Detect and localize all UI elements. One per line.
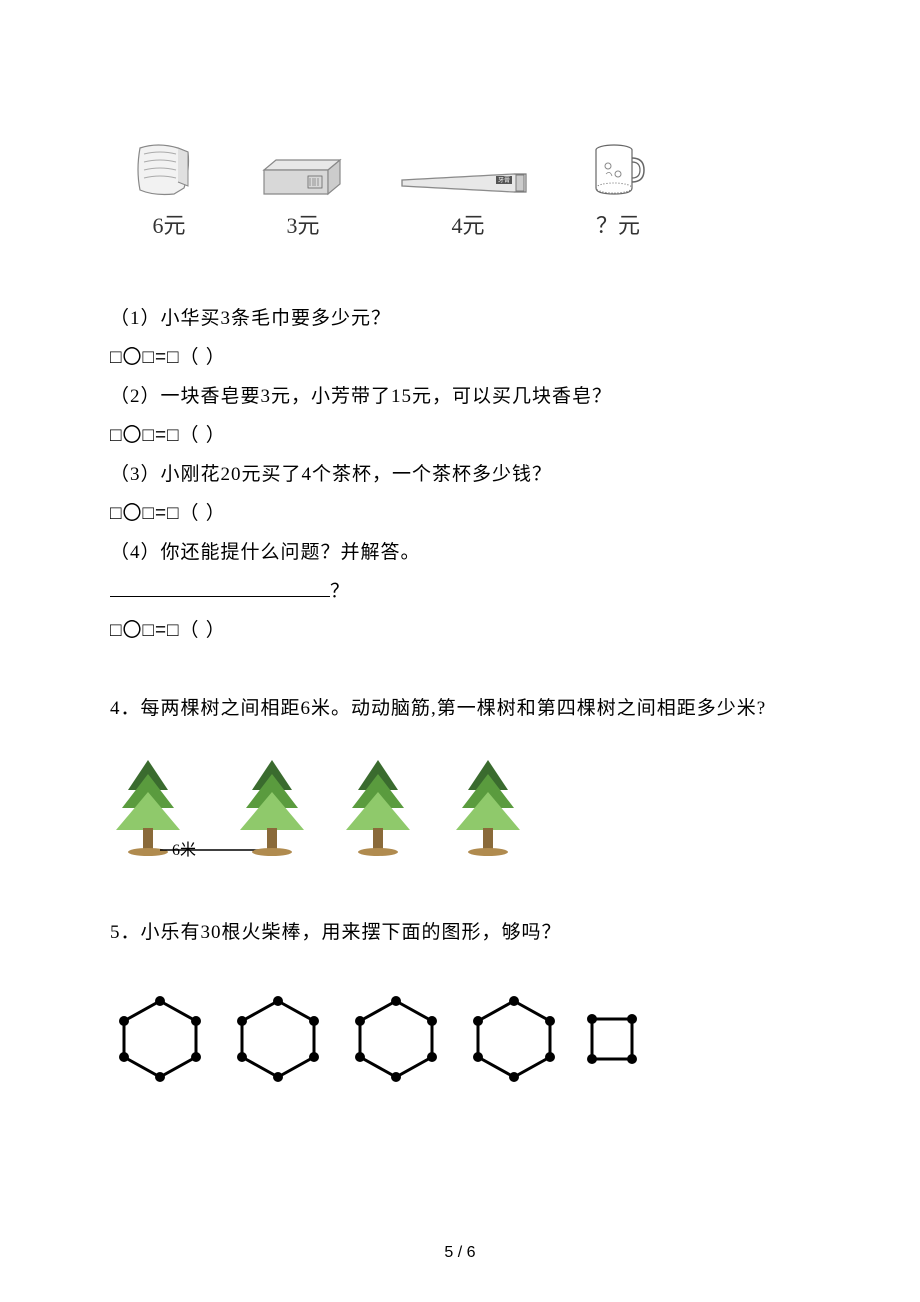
tree-distance-label: 6米 xyxy=(172,836,196,860)
q4-equation[interactable]: □〇□=□（ ） xyxy=(110,612,810,651)
hexagon-1 xyxy=(110,993,210,1085)
q4-blank[interactable]: ？ xyxy=(110,573,810,612)
toothpaste-icon: 牙膏 xyxy=(398,164,538,202)
product-row: 6元 3元 xyxy=(130,140,810,240)
q2-equation[interactable]: □〇□=□（ ） xyxy=(110,417,810,456)
soap-price: 3元 xyxy=(286,208,319,240)
toothpaste-price: 4元 xyxy=(451,208,484,240)
hexagon-2 xyxy=(228,993,328,1085)
item-cup: ？元 xyxy=(588,140,648,240)
square-shape xyxy=(582,1009,642,1069)
page-number: 5 / 6 xyxy=(0,1244,920,1262)
q4-qmark: ？ xyxy=(330,581,349,602)
q3-text: （3）小刚花20元买了4个茶杯，一个茶杯多少钱？ xyxy=(110,456,810,495)
cup-icon xyxy=(588,140,648,202)
svg-text:牙膏: 牙膏 xyxy=(498,176,510,184)
item-toothpaste: 牙膏 4元 xyxy=(398,164,538,240)
matchstick-shapes-row xyxy=(110,993,810,1085)
tree-pair-1: 6米 xyxy=(110,754,310,864)
q2-text: （2）一块香皂要3元，小芳带了15元，可以买几块香皂？ xyxy=(110,378,810,417)
soap-icon xyxy=(258,152,348,202)
hexagon-4 xyxy=(464,993,564,1085)
problem4-text: 4．每两棵树之间相距6米。动动脑筋,第一棵树和第四棵树之间相距多少米? xyxy=(110,690,810,729)
cup-price: ？元 xyxy=(596,208,640,240)
q1-equation[interactable]: □〇□=□（ ） xyxy=(110,339,810,378)
blank-underline[interactable] xyxy=(110,577,330,597)
tree-3 xyxy=(340,754,420,864)
q4-text: （4）你还能提什么问题？并解答。 xyxy=(110,534,810,573)
q3-equation[interactable]: □〇□=□（ ） xyxy=(110,495,810,534)
item-soap: 3元 xyxy=(258,152,348,240)
towel-price: 6元 xyxy=(152,208,185,240)
trees-row: 6米 xyxy=(110,754,810,864)
item-towel: 6元 xyxy=(130,140,208,240)
towel-icon xyxy=(130,140,208,202)
worksheet-page: 6元 3元 xyxy=(0,0,920,1302)
hexagon-3 xyxy=(346,993,446,1085)
q1-text: （1）小华买3条毛巾要多少元？ xyxy=(110,300,810,339)
problem5-text: 5．小乐有30根火柴棒，用来摆下面的图形，够吗？ xyxy=(110,914,810,953)
tree-4 xyxy=(450,754,530,864)
